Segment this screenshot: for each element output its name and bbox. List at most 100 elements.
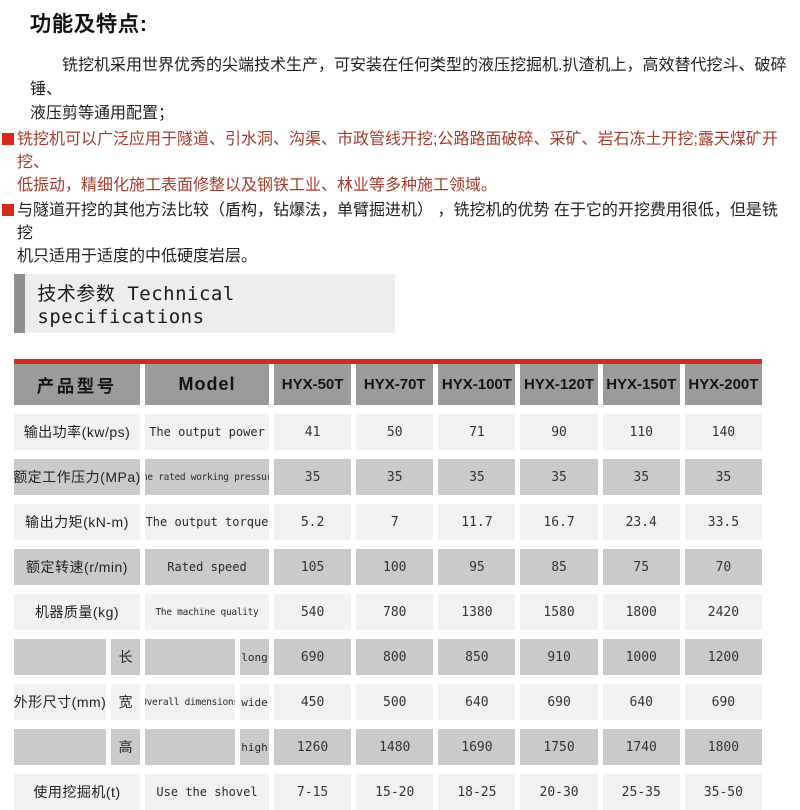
cell-value: 1800 [602, 594, 680, 630]
cell-value: 1200 [684, 639, 762, 675]
row-label-en: Rated speed [145, 549, 269, 585]
cell-value: 41 [274, 414, 352, 450]
header-model-column: HYX-200T [684, 364, 762, 405]
cell-value: 23.4 [602, 504, 680, 540]
cell-value: 690 [520, 684, 598, 720]
red-square-bullet-icon [2, 133, 14, 145]
cell-value: 71 [438, 414, 516, 450]
row-label-en: The output torque [145, 504, 269, 540]
cell-value: 70 [684, 549, 762, 585]
table-top-border [14, 359, 762, 364]
red-square-bullet-icon [2, 204, 14, 216]
cell-value: 50 [356, 414, 434, 450]
cell-value: 540 [274, 594, 352, 630]
cell-value: 2420 [684, 594, 762, 630]
cell-value: 1800 [684, 729, 762, 765]
header-model-column: HYX-120T [520, 364, 598, 405]
cell-value: 1750 [520, 729, 598, 765]
cell-value: 7 [356, 504, 434, 540]
cell-value: 780 [356, 594, 434, 630]
table-row: 机器质量(kg) The machine quality 540 780 1380 158… [14, 594, 762, 630]
cell-value: 1690 [438, 729, 516, 765]
header-model-column: HYX-150T [602, 364, 680, 405]
cell-value: 35-50 [684, 774, 762, 810]
cell-value: 500 [356, 684, 434, 720]
row-label-cn: 输出功率(kw/ps) [14, 414, 140, 450]
header-model-column: HYX-100T [438, 364, 516, 405]
cell-value: 95 [438, 549, 516, 585]
cell-value: 15-20 [356, 774, 434, 810]
dim-axis-en: long [240, 639, 269, 675]
bullet-item-applications: 铣挖机可以广泛应用于隧道、引水洞、沟渠、市政管线开挖;公路路面破碎、采矿、岩石冻… [2, 128, 788, 197]
cell-value: 20-30 [520, 774, 598, 810]
header-model-column: HYX-70T [356, 364, 434, 405]
row-label-en: The rated working pressure [145, 459, 269, 495]
table-row: 额定转速(r/min) Rated speed 105 100 95 85 75 70 [14, 549, 762, 585]
cell-value: 35 [684, 459, 762, 495]
cell-value: 35 [356, 459, 434, 495]
table-body: 输出功率(kw/ps) The output power 41 50 71 90 110 14… [14, 414, 762, 810]
dim-axis-en: high [240, 729, 269, 765]
row-label-cn: 额定转速(r/min) [14, 549, 140, 585]
table-row: 额定工作压力(MPa)The rated working pressure353… [14, 459, 762, 495]
cell-value: 16.7 [520, 504, 598, 540]
cell-value: 35 [602, 459, 680, 495]
row-label-en: Use the shovel [145, 774, 269, 810]
cell-value: 1260 [274, 729, 352, 765]
cell-value: 910 [520, 639, 598, 675]
cell-value: 75 [602, 549, 680, 585]
cell-value: 35 [274, 459, 352, 495]
intro-paragraph: 铣挖机采用世界优秀的尖端技术生产，可安装在任何类型的液压挖掘机.扒渣机上，高效替… [30, 57, 787, 122]
table-row: 输出功率(kw/ps) The output power 41 50 71 90 110 14… [14, 414, 762, 450]
bullet-text: 铣挖机可以广泛应用于隧道、引水洞、沟渠、市政管线开挖;公路路面破碎、采矿、岩石冻… [17, 131, 778, 194]
row-label-en: The output power [145, 414, 269, 450]
cell-value: 1740 [602, 729, 680, 765]
section-accent-bar [14, 274, 26, 333]
cell-value: 35 [438, 459, 516, 495]
row-label-cn: 外形尺寸(mm) [14, 684, 106, 720]
table-header-row: 产品型号 Model HYX-50T HYX-70T HYX-100T HYX-120T H… [14, 364, 762, 405]
cell-value: 33.5 [684, 504, 762, 540]
cell-value: 640 [438, 684, 516, 720]
header-model-column: HYX-50T [274, 364, 352, 405]
cell-value: 105 [274, 549, 352, 585]
spec-table: 产品型号 Model HYX-50T HYX-70T HYX-100T HYX-120T H… [14, 359, 762, 810]
row-label-en [145, 729, 235, 765]
bullet-text: 与隧道开挖的其他方法比较（盾构，钻爆法，单臂掘进机） ，铣挖机的优势 在于它的开… [17, 202, 778, 265]
table-row: 输出力矩(kN-m) The output torque 5.2 7 11.7 16.7 2… [14, 504, 762, 540]
cell-value: 800 [356, 639, 434, 675]
row-label-en: Overall dimensions [145, 684, 235, 720]
cell-value: 450 [274, 684, 352, 720]
bullet-item-comparison: 与隧道开挖的其他方法比较（盾构，钻爆法，单臂掘进机） ，铣挖机的优势 在于它的开… [2, 199, 788, 268]
cell-value: 850 [438, 639, 516, 675]
cell-value: 1000 [602, 639, 680, 675]
table-row: 使用挖掘机(t) Use the shovel 7-15 15-20 18-25 20-3… [14, 774, 762, 810]
dim-axis-cn: 高 [111, 729, 140, 765]
row-label-en [145, 639, 235, 675]
cell-value: 1480 [356, 729, 434, 765]
page-title: 功能及特点: [30, 13, 148, 36]
table-row: 外形尺寸(mm) 宽 Overall dimensions wide 450 500 640… [14, 684, 762, 720]
cell-value: 7-15 [274, 774, 352, 810]
row-label-cn: 使用挖掘机(t) [14, 774, 140, 810]
cell-value: 640 [602, 684, 680, 720]
row-label-cn: 机器质量(kg) [14, 594, 140, 630]
row-label-cn: 额定工作压力(MPa) [14, 459, 140, 495]
cell-value: 90 [520, 414, 598, 450]
cell-value: 100 [356, 549, 434, 585]
header-model: Model [145, 364, 269, 405]
row-label-cn: 输出力矩(kN-m) [14, 504, 140, 540]
cell-value: 1380 [438, 594, 516, 630]
cell-value: 11.7 [438, 504, 516, 540]
table-row: 长 long 690 800 850 910 1000 1200 [14, 639, 762, 675]
cell-value: 690 [684, 684, 762, 720]
dim-axis-cn: 长 [111, 639, 140, 675]
section-heading-text: 技术参数 Technical specifications [37, 283, 235, 328]
table-row: 高 high 1260 1480 1690 1750 1740 1800 [14, 729, 762, 765]
header-product-model: 产品型号 [14, 364, 140, 405]
cell-value: 1580 [520, 594, 598, 630]
cell-value: 5.2 [274, 504, 352, 540]
cell-value: 110 [602, 414, 680, 450]
dim-axis-en: wide [240, 684, 269, 720]
